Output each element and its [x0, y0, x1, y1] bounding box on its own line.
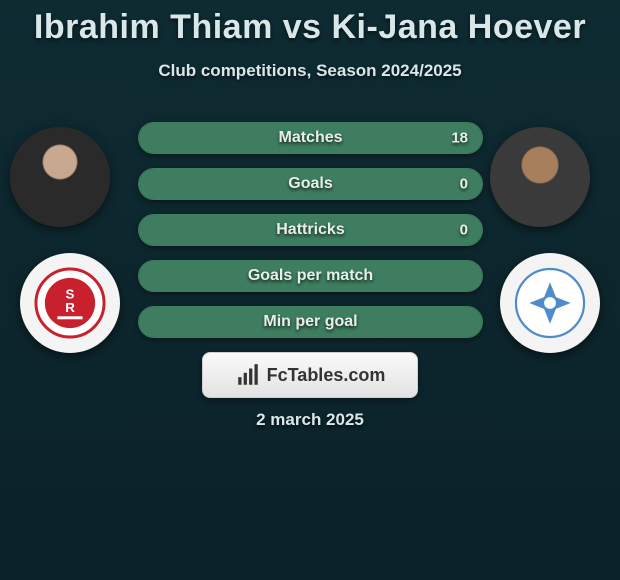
stat-label: Goals: [288, 175, 332, 193]
stat-label: Matches: [278, 129, 342, 147]
club-right-badge: [500, 253, 600, 353]
club-left-icon: S R: [33, 266, 107, 340]
page-subtitle: Club competitions, Season 2024/2025: [0, 61, 620, 81]
chart-icon: [235, 362, 261, 388]
player-right-avatar: [490, 127, 590, 227]
stat-row: Goals 0: [138, 168, 483, 200]
stat-row: Matches 18: [138, 122, 483, 154]
stat-label: Goals per match: [248, 267, 373, 285]
stat-row: Goals per match: [138, 260, 483, 292]
club-right-icon: [513, 266, 587, 340]
stat-label: Min per goal: [263, 313, 357, 331]
player-left-avatar: [10, 127, 110, 227]
brand-text: FcTables.com: [267, 365, 386, 386]
date-label: 2 march 2025: [0, 410, 620, 430]
stats-list: Matches 18 Goals 0 Hattricks 0 Goals per…: [138, 122, 483, 352]
club-left-badge: S R: [20, 253, 120, 353]
stat-row: Hattricks 0: [138, 214, 483, 246]
comparison-card: Ibrahim Thiam vs Ki-Jana Hoever Club com…: [0, 0, 620, 580]
svg-text:R: R: [65, 300, 75, 315]
stat-label: Hattricks: [276, 221, 344, 239]
stat-value: 18: [451, 130, 468, 147]
page-title: Ibrahim Thiam vs Ki-Jana Hoever: [0, 0, 620, 47]
stat-value: 0: [460, 176, 468, 193]
stat-row: Min per goal: [138, 306, 483, 338]
brand-badge[interactable]: FcTables.com: [202, 352, 418, 398]
stat-value: 0: [460, 222, 468, 239]
